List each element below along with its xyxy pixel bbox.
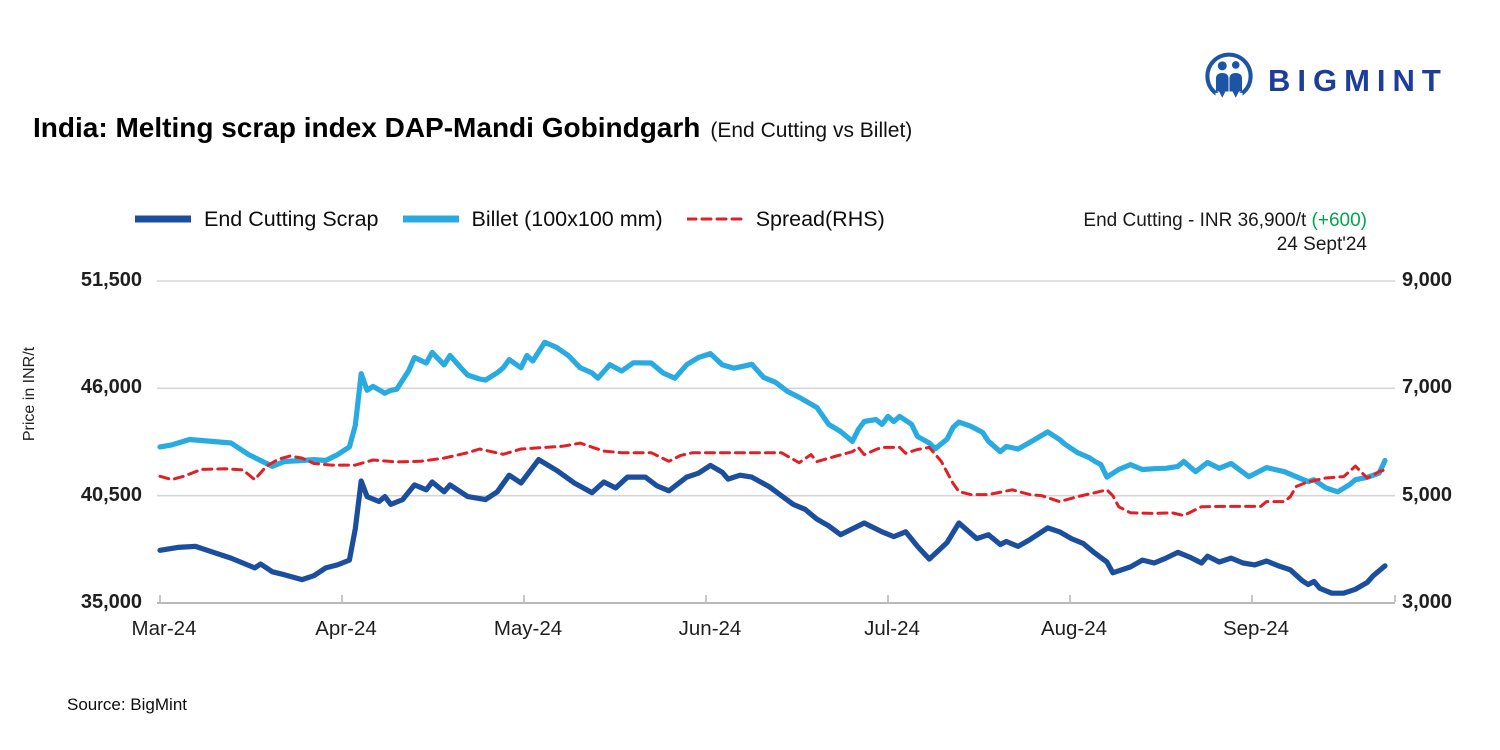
- right-axis-tick: 3,000: [1402, 591, 1453, 613]
- legend-item-0: End Cutting Scrap: [135, 203, 379, 235]
- series-line-1-billet-100x100-mm: [157, 339, 1388, 495]
- page-subtitle: (End Cutting vs Billet): [710, 119, 913, 142]
- series-line-2-spread-rhs: [158, 441, 1387, 517]
- x-axis-tick: Sep-24: [1222, 617, 1290, 640]
- right-axis-tick: 5,000: [1402, 483, 1453, 506]
- legend-label: Spread(RHS): [755, 206, 885, 231]
- left-axis-tick: 46,000: [80, 376, 142, 399]
- legend-item-1: Billet (100x100 mm): [402, 203, 663, 235]
- latest-price-annotation: End Cutting - INR 36,900/t (+600) 24 Sep…: [1083, 209, 1367, 257]
- legend-swatch-line: [135, 215, 191, 223]
- left-axis-tick: 40,500: [80, 483, 142, 506]
- x-axis-tick: Apr-24: [315, 617, 377, 640]
- right-axis-tick: 7,000: [1402, 376, 1453, 399]
- legend-item-2: Spread(RHS): [686, 203, 885, 235]
- x-axis-tick: Jun-24: [678, 617, 742, 640]
- legend-label: End Cutting Scrap: [204, 206, 379, 231]
- annotation-date: 24 Sept'24: [1276, 234, 1367, 255]
- right-axis-tick: 9,000: [1402, 269, 1453, 291]
- legend-swatch-dashed-line: [686, 217, 743, 221]
- x-axis-tick: Jul-24: [864, 617, 920, 640]
- bigmint-logo: BIGMINT: [1202, 48, 1448, 113]
- left-axis-tick: 35,000: [80, 591, 142, 613]
- annotation-line1: End Cutting - INR 36,900/t (+600): [1083, 209, 1367, 233]
- x-axis-tick: May-24: [493, 617, 563, 640]
- legend-label: Billet (100x100 mm): [471, 206, 663, 231]
- bigmint-logo-icon: [1202, 48, 1256, 113]
- page-title: India: Melting scrap index DAP-Mandi Gob…: [33, 112, 701, 143]
- legend-swatch-line: [402, 215, 459, 223]
- x-axis-tick: Mar-24: [131, 617, 197, 640]
- bigmint-wordmark: BIGMINT: [1268, 62, 1448, 98]
- series-line-0-end-cutting-scrap: [157, 457, 1388, 596]
- source-note: Source: BigMint: [67, 695, 187, 714]
- x-axis-tick: Aug-24: [1040, 617, 1108, 640]
- annotation-price-text: End Cutting - INR 36,900/t: [1083, 210, 1312, 231]
- annotation-change-badge: (+600): [1311, 210, 1367, 231]
- chart-title-row: India: Melting scrap index DAP-Mandi Gob…: [33, 112, 912, 144]
- chart-legend: End Cutting Scrap Billet (100x100 mm) Spre…: [135, 203, 885, 235]
- left-axis-tick: 51,500: [80, 269, 142, 291]
